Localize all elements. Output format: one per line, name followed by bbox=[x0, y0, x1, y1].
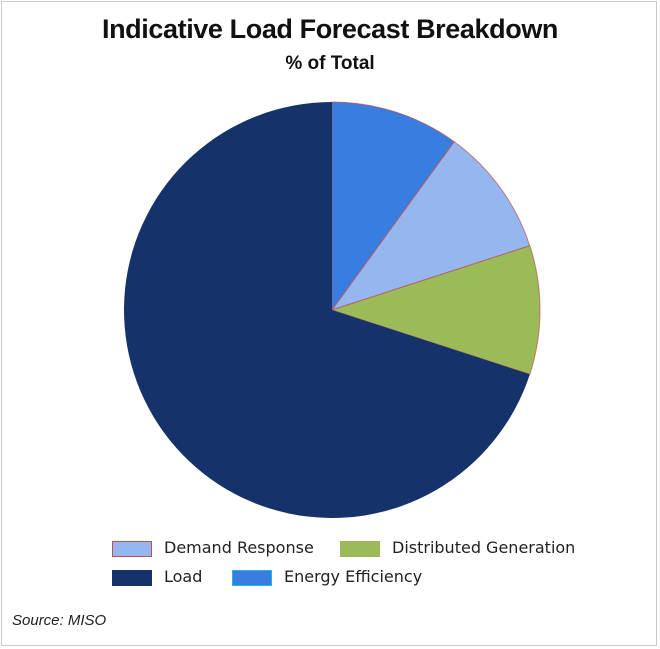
legend-swatch-distributed-generation bbox=[340, 541, 380, 557]
source-note: Source: MISO bbox=[12, 612, 107, 629]
legend-swatch-load bbox=[112, 570, 152, 586]
pie-slice-load bbox=[124, 102, 530, 518]
legend-label-energy-efficiency: Energy Efficiency bbox=[284, 567, 423, 586]
legend-label-distributed-generation: Distributed Generation bbox=[392, 538, 576, 557]
pie-slice-distributed-generation bbox=[330, 245, 541, 375]
chart-title: Indicative Load Forecast Breakdown bbox=[101, 14, 559, 44]
legend-swatch-energy-efficiency bbox=[232, 570, 272, 586]
chart-subtitle: % of Total bbox=[285, 53, 375, 74]
pie-slice-energy-efficiency bbox=[331, 101, 455, 312]
legend-label-demand-response: Demand Response bbox=[164, 538, 314, 557]
pie-slice-demand-response bbox=[330, 141, 531, 311]
legend-swatch-demand-response bbox=[112, 541, 152, 557]
legend-label-load: Load bbox=[164, 567, 203, 586]
